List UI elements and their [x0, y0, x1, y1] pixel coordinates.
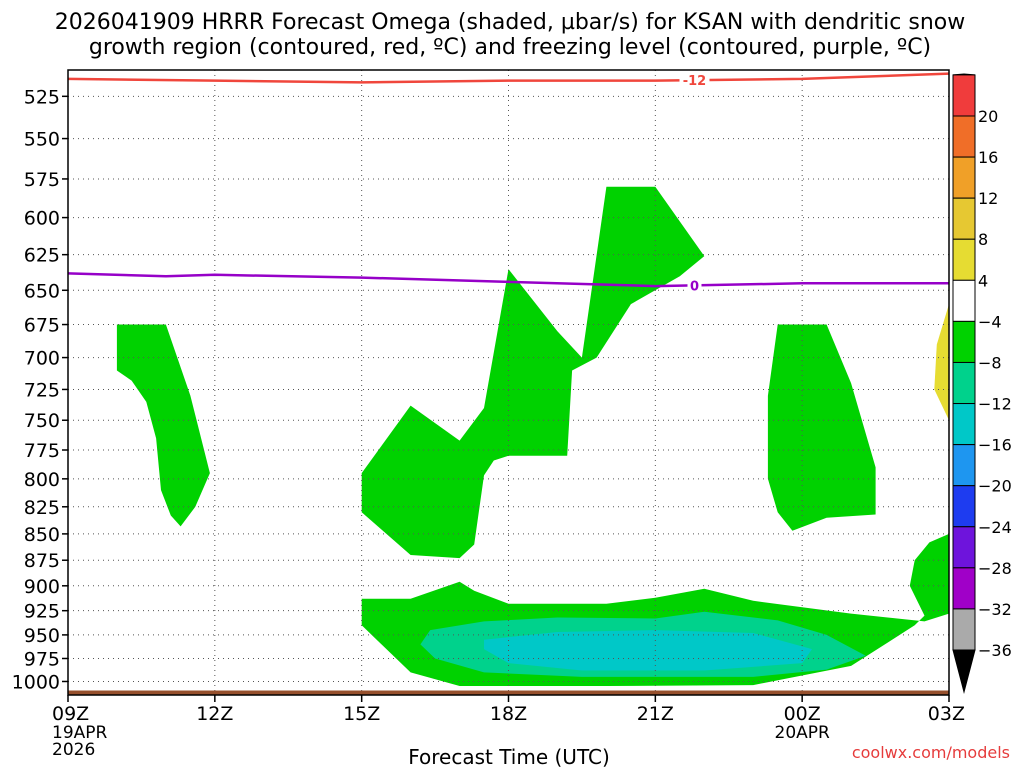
pressure-tick-label: 600 [24, 208, 60, 230]
colorbar-label: −4 [978, 312, 1002, 331]
colorbar-label: −32 [978, 600, 1012, 619]
colorbar-bin-8 [952, 361, 976, 405]
colorbar-bin-12 [952, 526, 976, 569]
chart-title-line2: growth region (contoured, red, ºC) and f… [89, 35, 931, 60]
pressure-tick-label: 975 [24, 648, 60, 670]
omega-region-3 [767, 324, 876, 531]
pressure-tick-label: 950 [24, 625, 60, 647]
pressure-tick-label: 525 [24, 86, 60, 108]
colorbar-label: −16 [978, 436, 1012, 455]
time-tick-label: 18Z [490, 703, 527, 725]
colorbar-label: −24 [978, 518, 1012, 537]
chart-title-line1: 2026041909 HRRR Forecast Omega (shaded, … [55, 10, 966, 35]
time-tick-label: 21Z [637, 703, 674, 725]
colorbar: 20 16 12 8 4 −4 −8 −12 −16 −20 −24 −28 −32 −36 [952, 73, 1012, 694]
omega-region-1 [116, 324, 210, 527]
date-label: 19APR [52, 723, 108, 743]
time-tick-label: 15Z [343, 703, 380, 725]
colorbar-bin-3 [952, 156, 976, 199]
colorbar-label: −20 [978, 477, 1012, 496]
pressure-tick-label: 750 [24, 410, 60, 432]
pressure-tick-label: 825 [24, 497, 60, 519]
dgz-contour-label-bg [679, 73, 710, 88]
pressure-tick-label: 800 [24, 469, 60, 491]
plot-area: -12 0 [67, 69, 950, 696]
colorbar-bin-6 [952, 279, 976, 322]
colorbar-label: −36 [978, 641, 1012, 660]
year-label: 2026 [52, 740, 95, 760]
pressure-tick-label: 675 [24, 315, 60, 337]
watermark-text: coolwx.com/models [852, 743, 1010, 762]
time-tick-label: 03Z [928, 703, 965, 725]
colorbar-label: −28 [978, 559, 1012, 578]
pressure-tick-label: 650 [24, 280, 60, 302]
time-tick-label: 09Z [52, 703, 89, 725]
omega-region-6 [484, 630, 812, 671]
colorbar-bin-5 [952, 238, 976, 281]
colorbar-bin-11 [952, 485, 976, 528]
pressure-tick-label: 900 [24, 576, 60, 598]
colorbar-label: −8 [978, 353, 1002, 372]
pressure-tick-label: 700 [24, 348, 60, 370]
colorbar-bin-4 [952, 197, 976, 240]
colorbar-label: 4 [978, 271, 988, 290]
pressure-tick-label: 550 [24, 129, 60, 151]
pressure-tick-label: 775 [24, 440, 60, 462]
pressure-tick-label: 725 [24, 379, 60, 401]
dgz-contour-label: -12 [683, 74, 707, 89]
colorbar-bin-2 [952, 115, 976, 158]
omega-region-7 [934, 304, 949, 421]
x-axis-title: Forecast Time (UTC) [408, 745, 610, 768]
pressure-tick-label: 625 [24, 245, 60, 267]
colorbar-bin-14 [952, 608, 976, 651]
contour-lines: -12 0 [67, 72, 950, 695]
colorbar-bin-7 [952, 320, 976, 363]
dgz-contour-line [67, 72, 950, 84]
freezing-level-contour-label: 0 [690, 279, 699, 294]
pressure-tick-label: 1000 [12, 671, 60, 693]
time-tick-label: 12Z [196, 703, 233, 725]
colorbar-bin-9 [952, 403, 976, 446]
plot-gridlines [68, 70, 949, 695]
freezing-level-contour-label-bg [687, 278, 702, 293]
ground-surface [68, 690, 949, 695]
date-label: 20APR [775, 723, 831, 743]
pressure-tick-label: 850 [24, 524, 60, 546]
colorbar-bin-13 [952, 567, 976, 610]
colorbar-bottom-arrow [952, 649, 976, 694]
omega-region-2 [361, 186, 705, 559]
colorbar-label: 20 [978, 107, 998, 126]
colorbar-label: 16 [978, 148, 998, 167]
colorbar-label: −12 [978, 395, 1012, 414]
pressure-tick-label: 875 [24, 550, 60, 572]
colorbar-bin-10 [952, 444, 976, 487]
pressure-tick-label: 575 [24, 169, 60, 191]
pressure-tick-label: 925 [24, 601, 60, 623]
pressure-axis: 525 550 575 600 625 650 675 700 725 750 775 800 825 8… [12, 86, 68, 693]
freezing-level-contour-line [67, 272, 949, 288]
time-tick-label: 00Z [784, 703, 821, 725]
omega-shading [116, 186, 949, 686]
colorbar-label: 8 [978, 230, 988, 249]
colorbar-bin-1 [952, 74, 976, 117]
colorbar-label: 12 [978, 189, 998, 208]
